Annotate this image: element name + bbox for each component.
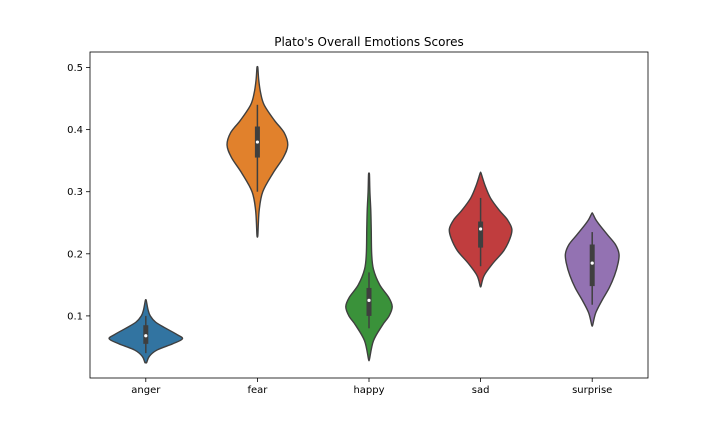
median-sad: [479, 227, 483, 231]
median-fear: [255, 140, 259, 144]
x-tick-label-fear: fear: [247, 385, 268, 396]
y-tick-label: 0.1: [67, 311, 83, 322]
x-tick-label-sad: sad: [472, 385, 490, 396]
median-surprise: [590, 261, 594, 265]
median-anger: [144, 334, 148, 338]
y-tick-label: 0.5: [67, 63, 83, 74]
violin-happy: [345, 172, 393, 362]
iqr-box-sad: [478, 221, 484, 248]
plot-frame: [89, 51, 649, 379]
iqr-box-surprise: [589, 244, 595, 287]
y-tick-label: 0.2: [67, 249, 83, 260]
median-happy: [367, 298, 371, 302]
y-tick-label: 0.4: [67, 125, 83, 136]
x-tick-label-surprise: surprise: [572, 385, 612, 396]
plot-area: 0.1 0.2 0.3 0.4 0.5 anger fear happy sad surprise: [67, 63, 620, 396]
chart-title: Plato's Overall Emotions Scores: [274, 35, 464, 49]
x-tick-label-anger: anger: [131, 385, 161, 396]
x-tick-label-happy: happy: [353, 385, 384, 396]
y-tick-label: 0.3: [67, 187, 83, 198]
